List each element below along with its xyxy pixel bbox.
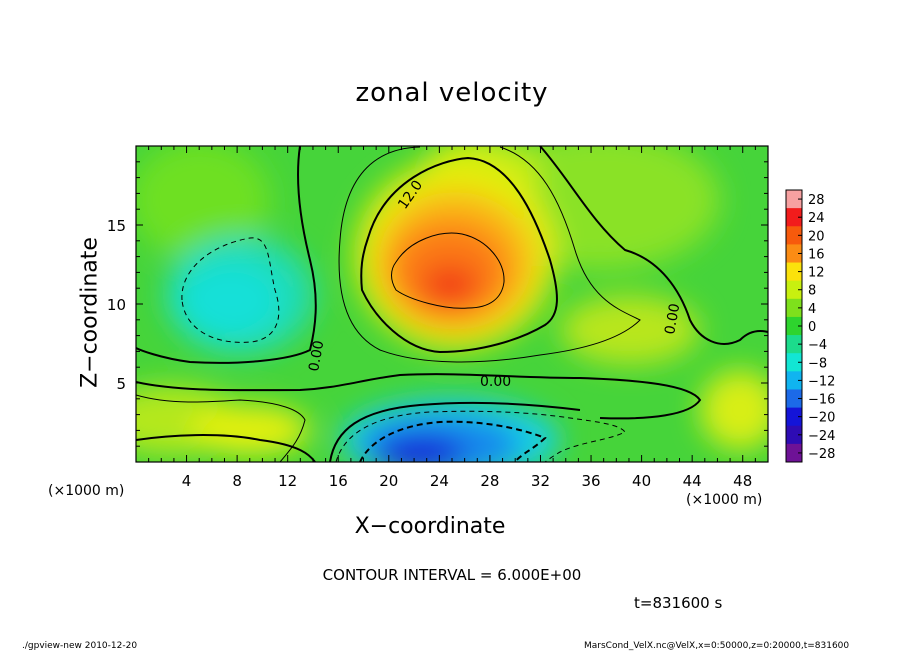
x-unit-note-left: (×1000 m)	[48, 483, 125, 499]
contour-label-0-right: 0.00	[662, 302, 683, 335]
colorbar-tick-label: −8	[808, 356, 827, 371]
x-tick-label: 24	[430, 472, 449, 490]
velocity-field	[136, 146, 768, 462]
x-tick-label: 40	[632, 472, 651, 490]
colorbar-cell	[786, 190, 802, 209]
x-tick-label: 20	[379, 472, 398, 490]
chart-title: zonal velocity	[355, 78, 549, 108]
contour-neg6-left	[181, 237, 280, 343]
colorbar-tick-label: 24	[808, 211, 825, 226]
colorbar-cell	[786, 425, 802, 445]
colorbar-cell	[786, 262, 802, 282]
contour-0-left	[136, 146, 317, 364]
colorbar-tick-label: −28	[808, 447, 835, 462]
x-tick-label: 28	[480, 472, 499, 490]
colorbar-cell	[786, 280, 802, 300]
colorbar-tick-label: 8	[808, 284, 816, 299]
y-axis-ticks: 5 10 15	[107, 161, 768, 447]
colorbar-tick-label: 20	[808, 229, 825, 244]
contour-lines	[136, 146, 768, 462]
time-label: t=831600 s	[634, 594, 723, 612]
colorbar-cell	[786, 298, 802, 318]
colorbar-tick-label: 0	[808, 320, 816, 335]
x-tick-label: 48	[733, 472, 752, 490]
contour-0-bottom	[136, 373, 702, 420]
colorbar-tick-label: 12	[808, 266, 825, 281]
contour-label-0-bottom: 0.00	[480, 374, 511, 390]
contour-6	[338, 146, 641, 363]
contour-0-lower	[136, 401, 581, 462]
colorbar-cell	[786, 353, 802, 372]
colorbar-tick-label: 4	[808, 302, 816, 317]
colorbar-cell	[786, 335, 802, 354]
colorbar-cell	[786, 244, 802, 264]
contour-12	[360, 156, 558, 354]
footer-right: MarsCond_VelX.nc@VelX,x=0:50000,z=0:2000…	[584, 641, 850, 651]
colorbar-tick-label: −24	[808, 429, 835, 444]
x-tick-label: 12	[278, 472, 297, 490]
x-tick-label: 4	[182, 472, 192, 490]
x-tick-label: 32	[531, 472, 550, 490]
contour-6-lower	[136, 394, 306, 462]
colorbar-tick-label: −4	[808, 338, 827, 353]
contour-neg6-bottom	[335, 410, 626, 462]
colorbar-cell	[786, 226, 802, 245]
contour-neg12	[359, 420, 547, 462]
x-axis-label: X−coordinate	[354, 514, 506, 539]
y-tick-label: 10	[107, 296, 126, 314]
colorbar-tick-label: −16	[808, 393, 835, 408]
x-axis-ticks: 4 8 12 16 20 24 28 32 36 40 44 48	[148, 146, 756, 490]
contour-18	[391, 232, 505, 309]
colorbar-cell	[786, 316, 802, 336]
contour-label-0-left: 0.00	[306, 339, 327, 372]
colorbar-tick-label: −20	[808, 411, 835, 426]
contour-0-right	[539, 146, 768, 345]
x-tick-label: 8	[232, 472, 242, 490]
colorbar-tick-label: 16	[808, 247, 825, 262]
colorbar-cell	[786, 443, 802, 463]
footer-left: ./gpview-new 2010-12-20	[22, 641, 138, 651]
y-axis-label: Z−coordinate	[77, 237, 103, 388]
x-unit-note-right: (×1000 m)	[686, 492, 763, 508]
colorbar-cell	[786, 407, 802, 427]
colorbar-tick-label: −12	[808, 374, 835, 389]
contour-interval: CONTOUR INTERVAL = 6.000E+00	[322, 566, 582, 584]
x-tick-label: 44	[683, 472, 702, 490]
y-tick-label: 15	[107, 217, 126, 235]
colorbar-tick-label: 28	[808, 193, 825, 208]
x-tick-label: 36	[581, 472, 600, 490]
colorbar-cell	[786, 389, 802, 409]
colorbar-cell	[786, 208, 802, 227]
x-tick-label: 16	[329, 472, 348, 490]
colorbar-cell	[786, 371, 802, 390]
colorbar: 28 24 20 16 12 8 4 0 −4 −8 −12 −16 −20 −24 −28	[785, 189, 835, 463]
y-tick-label: 5	[116, 375, 126, 393]
